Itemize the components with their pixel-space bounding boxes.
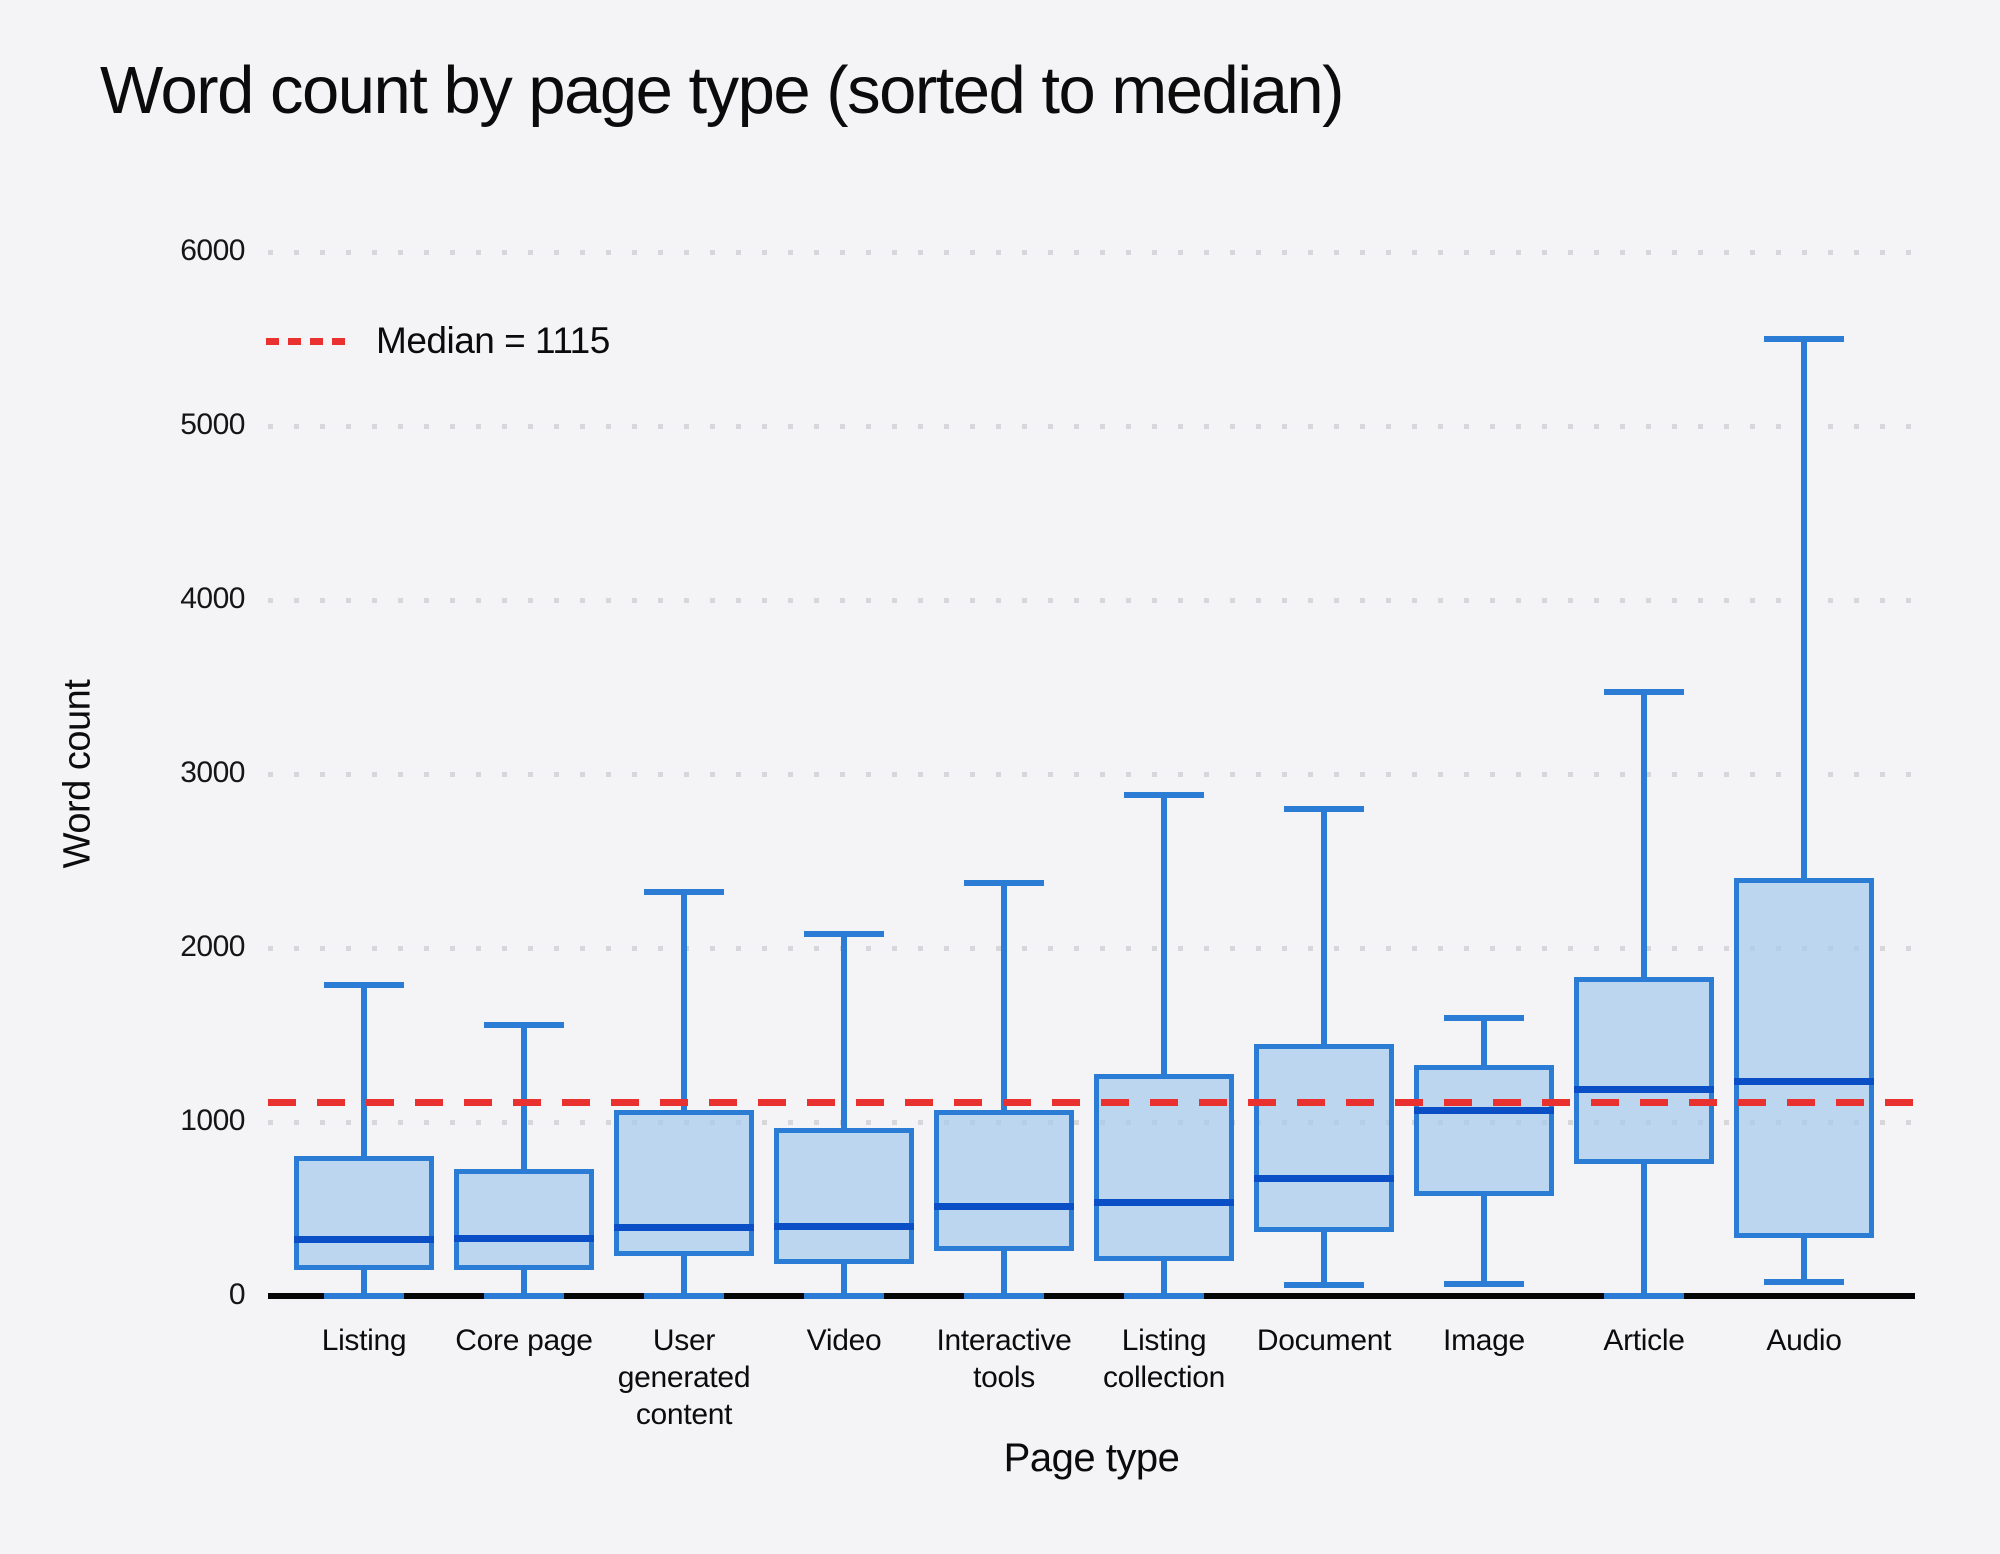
- gridline-4000: [268, 598, 1915, 603]
- lower-whisker-cap-audio: [1764, 1279, 1844, 1286]
- lower-whisker-cap-listing: [324, 1293, 404, 1299]
- upper-whisker-cap-video: [804, 931, 884, 938]
- box-median-listing: [294, 1235, 434, 1243]
- upper-whisker-cap-user-generated-content: [644, 889, 724, 896]
- lower-whisker-image: [1481, 1195, 1487, 1284]
- box-interactive-tools: [934, 1109, 1074, 1251]
- box-image: [1414, 1065, 1554, 1196]
- lower-whisker-cap-article: [1604, 1293, 1684, 1299]
- gridline-1000: [268, 1120, 1915, 1125]
- lower-whisker-cap-document: [1284, 1281, 1364, 1288]
- box-listing: [294, 1155, 434, 1270]
- gridline-2000: [268, 946, 1915, 951]
- y-tick-label-3000: 3000: [180, 756, 245, 789]
- upper-whisker-document: [1321, 808, 1327, 1044]
- lower-whisker-core-page: [521, 1269, 527, 1296]
- upper-whisker-cap-audio: [1764, 336, 1844, 342]
- chart-title: Word count by page type (sorted to media…: [100, 53, 1344, 128]
- lower-whisker-document: [1321, 1231, 1327, 1285]
- upper-whisker-user-generated-content: [681, 892, 687, 1110]
- legend: Median = 1115: [266, 320, 610, 362]
- upper-whisker-interactive-tools: [1001, 882, 1007, 1110]
- category-label-listing: Listing: [321, 1324, 407, 1357]
- category-label-document: Document: [1256, 1324, 1392, 1357]
- lower-whisker-cap-core-page: [484, 1293, 564, 1299]
- category-label-core-page: Core page: [455, 1324, 593, 1357]
- gridline-5000: [268, 424, 1915, 429]
- box-audio: [1734, 877, 1874, 1238]
- box-median-image: [1414, 1106, 1554, 1114]
- box-median-video: [774, 1223, 914, 1231]
- box-core-page: [454, 1168, 594, 1270]
- y-tick-label-0: 0: [228, 1278, 246, 1311]
- overall-median-dashed-line: [268, 1098, 1915, 1106]
- lower-whisker-cap-image: [1444, 1280, 1524, 1287]
- upper-whisker-cap-interactive-tools: [964, 879, 1044, 886]
- box-median-core-page: [454, 1234, 594, 1242]
- lower-whisker-audio: [1801, 1237, 1807, 1283]
- category-label-listing-collection: Listing collection: [1102, 1324, 1226, 1394]
- lower-whisker-article: [1641, 1163, 1647, 1296]
- upper-whisker-cap-document: [1284, 805, 1364, 812]
- box-document: [1254, 1043, 1394, 1232]
- gridline-6000: [268, 250, 1915, 255]
- category-label-user-generated-content: User generated content: [617, 1324, 751, 1431]
- y-tick-label-6000: 6000: [180, 234, 245, 267]
- upper-whisker-video: [841, 934, 847, 1129]
- upper-whisker-article: [1641, 692, 1647, 977]
- upper-whisker-cap-article: [1604, 689, 1684, 696]
- box-median-listing-collection: [1094, 1199, 1234, 1207]
- lower-whisker-cap-user-generated-content: [644, 1293, 724, 1299]
- lower-whisker-user-generated-content: [681, 1255, 687, 1296]
- x-axis-line: [268, 1293, 1915, 1299]
- category-label-video: Video: [806, 1324, 882, 1357]
- upper-whisker-listing-collection: [1161, 794, 1167, 1075]
- y-tick-label-1000: 1000: [180, 1104, 245, 1137]
- lower-whisker-video: [841, 1263, 847, 1296]
- lower-whisker-cap-interactive-tools: [964, 1293, 1044, 1299]
- y-tick-label-2000: 2000: [180, 930, 245, 963]
- category-label-article: Article: [1603, 1324, 1685, 1357]
- lower-whisker-cap-listing-collection: [1124, 1293, 1204, 1299]
- box-median-document: [1254, 1174, 1394, 1182]
- box-median-article: [1574, 1085, 1714, 1093]
- box-article: [1574, 976, 1714, 1164]
- category-label-audio: Audio: [1766, 1324, 1842, 1357]
- median-line-legend-swatch: [266, 337, 348, 345]
- gridline-3000: [268, 772, 1915, 777]
- upper-whisker-image: [1481, 1017, 1487, 1066]
- category-label-interactive-tools: Interactive tools: [936, 1324, 1072, 1394]
- upper-whisker-core-page: [521, 1024, 527, 1169]
- upper-whisker-cap-core-page: [484, 1021, 564, 1028]
- box-median-interactive-tools: [934, 1202, 1074, 1210]
- lower-whisker-cap-video: [804, 1293, 884, 1299]
- y-tick-label-5000: 5000: [180, 408, 245, 441]
- box-user-generated-content: [614, 1109, 754, 1256]
- upper-whisker-cap-image: [1444, 1014, 1524, 1021]
- x-axis-title: Page type: [1003, 1436, 1180, 1480]
- y-tick-label-4000: 4000: [180, 582, 245, 615]
- box-video: [774, 1128, 914, 1264]
- lower-whisker-listing-collection: [1161, 1261, 1167, 1296]
- category-label-image: Image: [1443, 1324, 1525, 1357]
- box-median-audio: [1734, 1078, 1874, 1086]
- upper-whisker-listing: [361, 984, 367, 1156]
- upper-whisker-cap-listing-collection: [1124, 791, 1204, 798]
- upper-whisker-audio: [1801, 339, 1807, 878]
- y-axis-title: Word count: [56, 679, 99, 869]
- median-line-legend-label: Median = 1115: [376, 320, 610, 361]
- lower-whisker-listing: [361, 1269, 367, 1296]
- lower-whisker-interactive-tools: [1001, 1250, 1007, 1296]
- upper-whisker-cap-listing: [324, 981, 404, 988]
- box-median-user-generated-content: [614, 1224, 754, 1232]
